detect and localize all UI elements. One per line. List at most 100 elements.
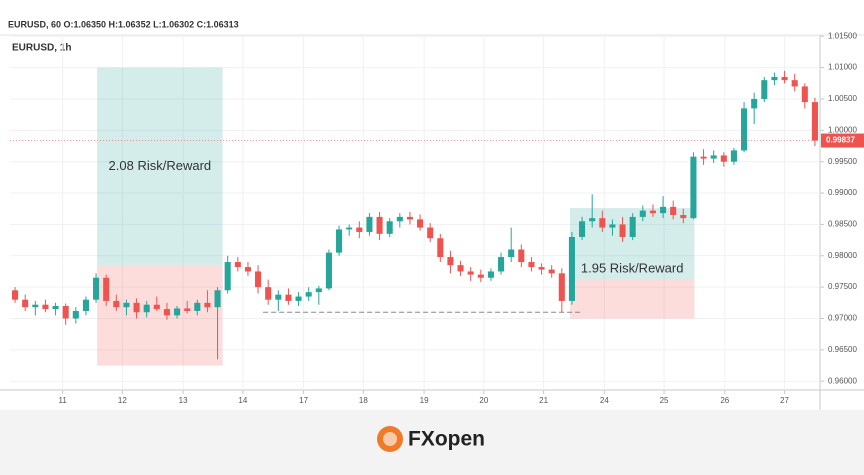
- x-tick-label: 19: [420, 396, 429, 405]
- y-tick-label: 0.97000: [828, 314, 857, 323]
- candle-body: [528, 262, 535, 268]
- candle-body: [457, 265, 464, 272]
- candle-body: [629, 216, 636, 237]
- candle-body: [589, 218, 596, 222]
- candle-body: [123, 302, 130, 308]
- candle-body: [649, 210, 656, 214]
- candle-body: [305, 292, 312, 297]
- candle-body: [133, 302, 140, 313]
- candle-body: [781, 77, 788, 81]
- y-tick-label: 0.97500: [828, 282, 857, 291]
- x-tick-label: 21: [539, 396, 548, 405]
- candle-body: [417, 219, 424, 228]
- candle-body: [356, 227, 363, 232]
- x-tick-label: 20: [479, 396, 488, 405]
- candle-body: [761, 80, 768, 99]
- y-tick-label: 0.98500: [828, 220, 857, 229]
- chart-panel: [0, 0, 864, 410]
- x-tick-label: 14: [238, 396, 247, 405]
- candle-body: [558, 273, 565, 301]
- y-tick-label: 0.98000: [828, 251, 857, 260]
- candle-body: [143, 304, 150, 313]
- candle-body: [93, 277, 100, 300]
- candle-body: [599, 218, 606, 228]
- candle-body: [771, 77, 778, 81]
- candle-body: [204, 302, 211, 308]
- candle-body: [518, 249, 525, 263]
- candle-body: [113, 300, 120, 308]
- position-label: 1.95 Risk/Reward: [581, 260, 684, 275]
- candle-body: [153, 304, 160, 310]
- candle-body: [437, 238, 444, 258]
- candles: [12, 70, 818, 360]
- x-tick-label: 18: [359, 396, 368, 405]
- y-tick-label: 1.01500: [828, 31, 857, 40]
- candle-body: [184, 308, 191, 311]
- candle-body: [396, 216, 403, 222]
- candle-body: [72, 310, 79, 319]
- candle-body: [265, 287, 272, 300]
- y-tick-label: 1.00000: [828, 125, 857, 134]
- position-zones: [97, 67, 695, 366]
- candle-body: [670, 206, 677, 216]
- candle-body: [730, 150, 737, 162]
- position-label: 2.08 Risk/Reward: [109, 158, 212, 173]
- candle-body: [255, 271, 262, 288]
- brand-logo-icon-inner: [383, 432, 397, 446]
- candle-body: [275, 294, 282, 300]
- y-tick-label: 0.99000: [828, 188, 857, 197]
- candle-body: [720, 155, 727, 162]
- candle-body: [467, 271, 474, 275]
- candle-body: [346, 227, 353, 230]
- candle-body: [751, 98, 758, 109]
- candle-body: [579, 221, 586, 237]
- candle-body: [477, 274, 484, 278]
- y-tick-label: 0.96000: [828, 376, 857, 385]
- candle-body: [295, 296, 302, 301]
- candle-body: [619, 224, 626, 237]
- candle-body: [336, 229, 343, 253]
- candle-body: [82, 299, 89, 311]
- candle-body: [680, 215, 687, 219]
- candle-body: [487, 271, 494, 278]
- candle-body: [234, 262, 241, 268]
- last-price-label: 0.99837: [826, 136, 855, 145]
- candle-body: [700, 156, 707, 159]
- candle-body: [163, 309, 170, 316]
- x-tick-label: 27: [780, 396, 789, 405]
- x-tick-label: 24: [600, 396, 609, 405]
- labels: 0.96000 0.96500 0.97000 0.97500 0.98000 0.985…: [10, 31, 864, 405]
- candle-body: [22, 299, 29, 308]
- candle-body: [741, 108, 748, 151]
- candle-body: [325, 252, 332, 289]
- y-tick-label: 0.99500: [828, 157, 857, 166]
- candle-body: [376, 216, 383, 234]
- x-tick-label: 26: [720, 396, 729, 405]
- candle-body: [315, 288, 322, 293]
- candle-body: [538, 267, 545, 270]
- candle-body: [406, 216, 413, 220]
- candle-body: [174, 308, 181, 316]
- candle-body: [690, 156, 697, 219]
- y-tick-label: 1.01000: [828, 63, 857, 72]
- candle-body: [508, 249, 515, 258]
- candle-body: [660, 206, 667, 214]
- candle-body: [52, 305, 59, 310]
- loss-zone: [97, 265, 223, 366]
- candle-body: [811, 102, 818, 141]
- candle-body: [568, 236, 575, 301]
- grid: [10, 35, 824, 394]
- candle-body: [639, 210, 646, 217]
- candle-body: [32, 304, 39, 308]
- candle-body: [366, 216, 373, 232]
- profit-zone: [97, 67, 223, 266]
- candle-body: [12, 290, 19, 300]
- candle-body: [710, 155, 717, 159]
- last-price-box: [821, 133, 864, 148]
- header-text: EURUSD, 60 O:1.06350 H:1.06352 L:1.06302…: [8, 19, 239, 29]
- candle-body: [447, 257, 454, 266]
- candle-body: [285, 294, 292, 301]
- candle-body: [801, 86, 808, 103]
